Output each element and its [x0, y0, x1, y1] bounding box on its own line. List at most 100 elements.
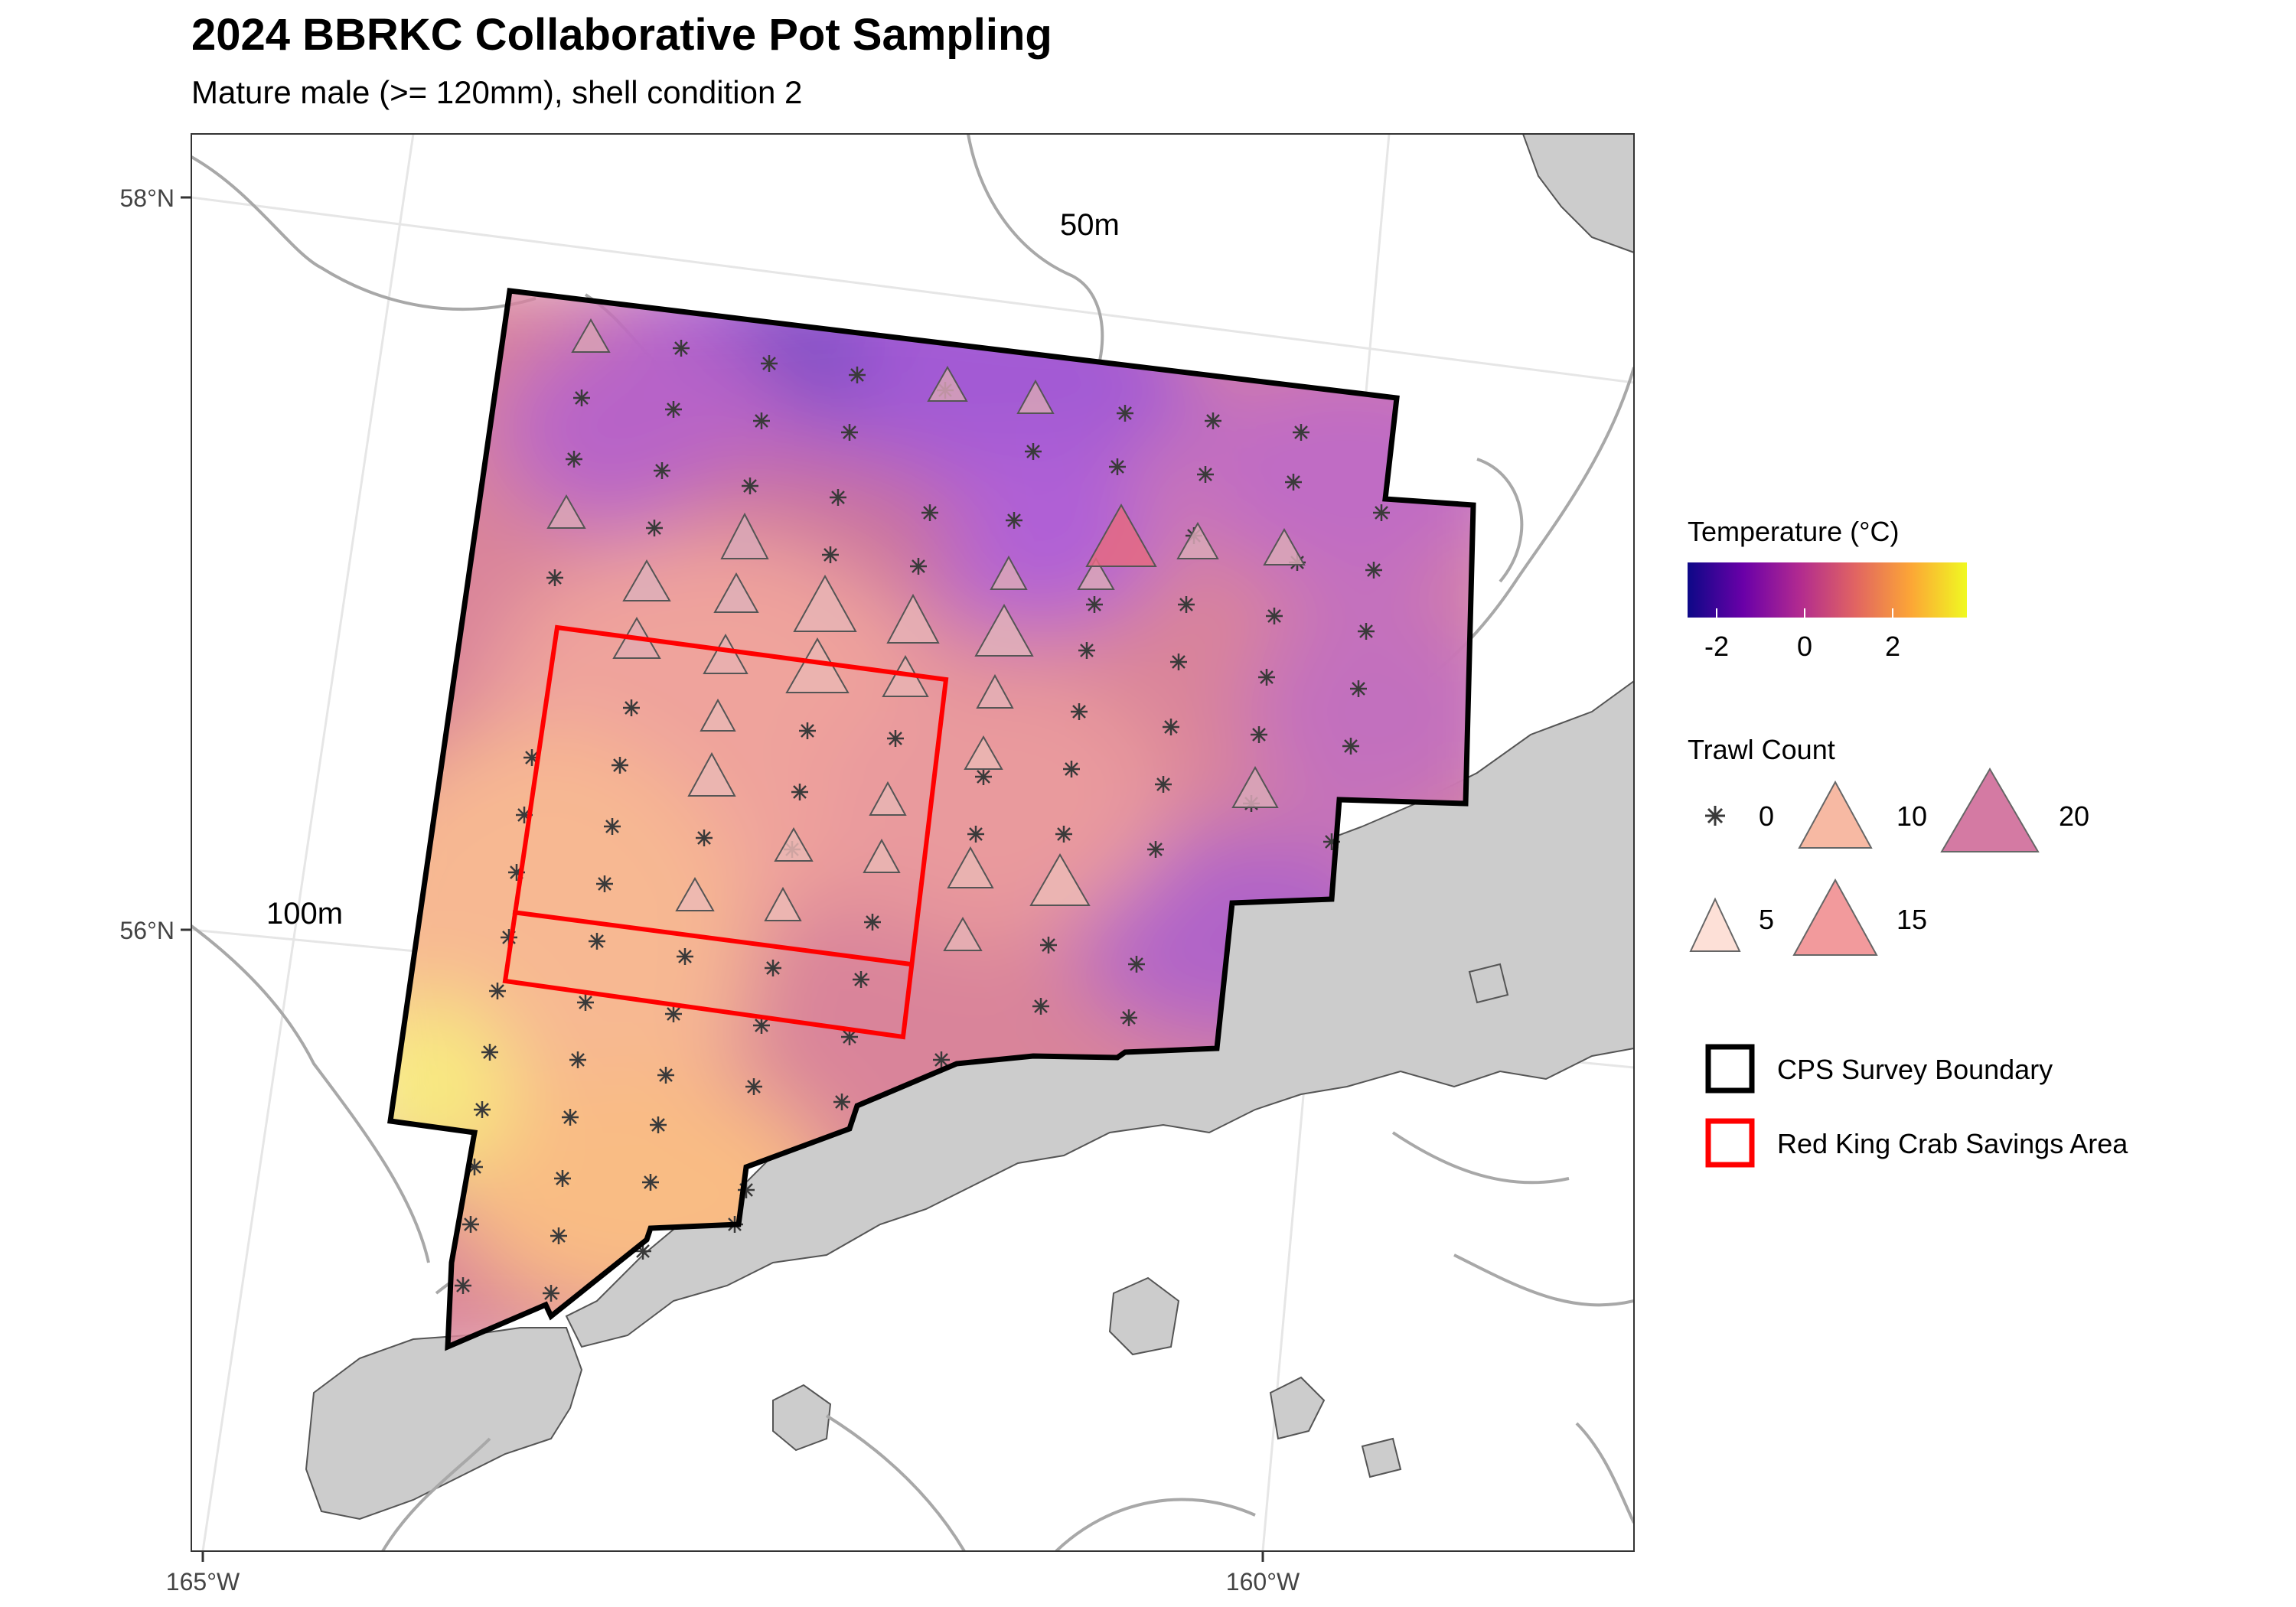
station-zero-count	[573, 390, 590, 406]
station-zero-count	[791, 784, 808, 800]
triangle-icon-15	[1792, 878, 1878, 956]
lat-tick-58n: 58°N	[120, 184, 175, 212]
station-zero-count	[1109, 458, 1126, 475]
station-triangle-marker	[720, 512, 769, 559]
station-zero-count	[566, 451, 582, 468]
station-zero-count	[654, 462, 670, 479]
station-zero-count	[745, 1078, 762, 1095]
station-zero-count	[1293, 424, 1309, 441]
cps-boundary-label: CPS Survey Boundary	[1777, 1054, 2053, 1085]
station-zero-count	[975, 768, 992, 785]
station-zero-count	[546, 569, 563, 586]
station-triangle-marker	[687, 751, 736, 797]
station-zero-count	[933, 1051, 950, 1068]
lon-tick-160w: 160°W	[1226, 1568, 1300, 1596]
station-zero-count	[1063, 761, 1080, 777]
station-zero-count	[474, 1101, 491, 1118]
station-triangle-marker	[1029, 852, 1091, 906]
station-zero-count	[1285, 474, 1302, 491]
temperature-colorbar	[1688, 562, 1967, 618]
station-zero-count	[765, 960, 781, 976]
station-zero-count	[833, 1094, 850, 1110]
station-zero-count	[596, 875, 613, 892]
positive-count-stations	[546, 318, 1306, 951]
station-zero-count	[1078, 642, 1095, 659]
station-zero-count	[853, 971, 869, 988]
station-zero-count	[1358, 623, 1375, 640]
station-triangle-marker	[1231, 765, 1279, 808]
contour-label-50m: 50m	[1060, 208, 1120, 242]
station-zero-count	[1163, 719, 1179, 735]
station-triangle-marker	[1077, 556, 1115, 590]
station-zero-count	[1170, 654, 1187, 670]
station-triangle-marker	[703, 633, 748, 674]
station-zero-count	[462, 1216, 479, 1233]
station-zero-count	[864, 914, 881, 931]
station-zero-count	[742, 478, 758, 494]
trawl-count-label-15: 15	[1896, 904, 1927, 935]
temperature-tick-2: 2	[1885, 631, 1900, 662]
map-subtitle: Mature male (>= 120mm), shell condition …	[191, 74, 802, 110]
station-zero-count	[830, 489, 846, 506]
station-zero-count	[849, 367, 866, 383]
station-triangle-marker	[974, 603, 1034, 657]
station-zero-count	[455, 1277, 471, 1294]
lon-tick-165w: 165°W	[166, 1568, 240, 1596]
temperature-tick-minus2: -2	[1704, 631, 1729, 662]
station-zero-count	[554, 1170, 571, 1187]
trawl-count-label-0: 0	[1759, 800, 1774, 832]
station-triangle-marker	[713, 572, 759, 613]
station-zero-count	[799, 722, 816, 739]
station-zero-count	[589, 933, 605, 950]
temperature-legend-title: Temperature (°C)	[1688, 516, 1899, 547]
station-zero-count	[841, 424, 858, 441]
station-zero-count	[673, 340, 690, 357]
station-triangle-marker	[700, 698, 736, 732]
station-zero-count	[761, 355, 778, 372]
station-zero-count	[822, 546, 839, 563]
station-zero-count	[562, 1109, 579, 1126]
station-zero-count	[665, 1006, 682, 1022]
station-zero-count	[569, 1051, 586, 1068]
asterisk-icon	[1705, 806, 1725, 826]
station-triangle-marker	[546, 494, 586, 529]
station-zero-count	[1205, 412, 1221, 429]
station-triangle-marker	[1263, 527, 1306, 566]
station-triangle-marker	[943, 916, 983, 951]
station-zero-count	[887, 730, 904, 747]
station-zero-count	[696, 830, 713, 846]
station-zero-count	[1197, 466, 1214, 483]
station-triangle-marker	[774, 826, 814, 862]
station-zero-count	[1120, 1009, 1137, 1026]
station-zero-count	[650, 1116, 667, 1133]
station-zero-count	[623, 699, 640, 716]
boundary-legend: CPS Survey Boundary Red King Crab Saving…	[1705, 1044, 2128, 1168]
station-zero-count	[1365, 562, 1382, 579]
temperature-legend: Temperature (°C) -2 0 2	[1688, 516, 1967, 662]
red-king-crab-savings-area	[502, 624, 949, 1040]
station-zero-count	[677, 948, 693, 965]
station-zero-count	[489, 983, 506, 999]
station-zero-count	[657, 1067, 674, 1084]
station-zero-count	[910, 558, 927, 575]
station-triangle-marker	[1176, 521, 1219, 559]
station-zero-count	[481, 1044, 498, 1061]
station-zero-count	[665, 401, 682, 418]
map-title: 2024 BBRKC Collaborative Pot Sampling	[191, 10, 1052, 60]
station-triangle-marker	[1085, 503, 1157, 567]
station-triangle-marker	[869, 781, 907, 816]
station-triangle-marker	[793, 574, 857, 632]
station-zero-count	[753, 412, 770, 429]
station-triangle-marker	[571, 318, 611, 353]
station-zero-count	[1055, 826, 1072, 843]
contour-label-100m: 100m	[266, 897, 343, 931]
trawl-count-legend: Trawl Count 0 10 20 5 15	[1688, 734, 2089, 956]
station-zero-count	[1040, 937, 1057, 953]
station-triangle-marker	[764, 886, 802, 921]
triangle-icon-5	[1689, 897, 1741, 952]
station-zero-count	[646, 520, 663, 536]
map-panel: 50m 100m	[191, 134, 1634, 1551]
trawl-count-label-20: 20	[2059, 800, 2089, 832]
station-zero-count	[1155, 776, 1172, 793]
